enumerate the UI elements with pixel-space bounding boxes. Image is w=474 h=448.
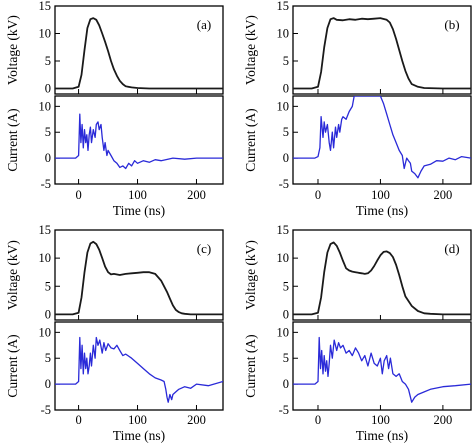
voltage-ytick-label: 5 — [45, 54, 51, 68]
voltage-axis-label: Voltage (kV) — [5, 15, 20, 85]
voltage-ytick-label: 15 — [39, 223, 52, 237]
x-axis-label: Time (ns) — [113, 203, 165, 218]
current-axis-label: Current (A) — [243, 334, 258, 397]
current-ytick-label: 5 — [283, 351, 289, 365]
voltage-subplot: 0 5 10 15 Voltage (kV) — [5, 0, 224, 96]
voltage-ytick-label: 10 — [277, 27, 290, 41]
current-series-line — [55, 113, 223, 170]
current-ytick-label: -5 — [41, 403, 51, 417]
x-axis-label: Time (ns) — [356, 428, 408, 443]
voltage-ytick-label: 5 — [283, 54, 289, 68]
current-axes-frame — [54, 321, 224, 411]
current-ytick-label: 5 — [283, 125, 289, 139]
xtick-label: 0 — [315, 413, 321, 427]
voltage-series-line — [293, 17, 471, 90]
xtick-label: 100 — [371, 413, 390, 427]
voltage-ytick-label: 10 — [39, 27, 52, 41]
panel-label: (d) — [444, 241, 459, 256]
current-axes-frame — [292, 95, 472, 185]
xtick-label: 100 — [128, 413, 147, 427]
voltage-axis-label: Voltage (kV) — [243, 240, 258, 310]
panel-label: (a) — [197, 17, 211, 32]
current-ytick-label: 10 — [39, 99, 52, 113]
xtick-label: 200 — [187, 188, 206, 202]
voltage-subplot: 0 5 10 15 Voltage (kV) — [5, 223, 224, 321]
panel-label: (c) — [197, 241, 211, 256]
voltage-ytick-label: 15 — [277, 0, 290, 13]
voltage-ytick-label: 5 — [283, 279, 289, 293]
voltage-series-line — [293, 241, 471, 316]
current-ytick-label: 0 — [283, 151, 289, 165]
current-ytick-label: 10 — [39, 325, 52, 339]
voltage-ytick-label: 0 — [45, 307, 51, 321]
voltage-ytick-label: 10 — [39, 251, 52, 265]
voltage-axes-frame — [54, 229, 224, 321]
voltage-ytick-label: 10 — [277, 251, 290, 265]
xtick-label: 100 — [371, 188, 390, 202]
voltage-ytick-label: 15 — [277, 223, 290, 237]
current-ytick-label: 5 — [45, 125, 51, 139]
xtick-label: 200 — [187, 413, 206, 427]
current-series-line — [293, 96, 471, 179]
current-axis-label: Current (A) — [243, 108, 258, 171]
voltage-axes-frame — [292, 229, 472, 321]
voltage-axis-label: Voltage (kV) — [5, 240, 20, 310]
x-axis-label: Time (ns) — [356, 203, 408, 218]
current-axes-frame — [54, 95, 224, 185]
current-ytick-label: 0 — [283, 377, 289, 391]
voltage-series-line — [55, 240, 223, 316]
current-axes-frame — [292, 321, 472, 411]
current-axis-label: Current (A) — [5, 334, 20, 397]
xtick-label: 100 — [128, 188, 147, 202]
voltage-ytick-label: 0 — [45, 82, 51, 96]
xtick-label: 200 — [434, 188, 453, 202]
panel-label: (b) — [444, 17, 459, 32]
voltage-ytick-label: 0 — [283, 307, 289, 321]
xtick-label: 0 — [75, 413, 81, 427]
voltage-series-line — [55, 17, 223, 90]
voltage-subplot: 0 5 10 15 Voltage (kV) — [243, 0, 472, 96]
voltage-ytick-label: 5 — [45, 279, 51, 293]
current-ytick-label: 0 — [45, 377, 51, 391]
current-ytick-label: -5 — [41, 177, 51, 191]
current-axis-label: Current (A) — [5, 108, 20, 171]
current-series-line — [55, 336, 223, 403]
current-ytick-label: 0 — [45, 151, 51, 165]
voltage-axes-frame — [292, 5, 472, 95]
x-axis-label: Time (ns) — [113, 428, 165, 443]
current-ytick-label: -5 — [279, 177, 289, 191]
voltage-axis-label: Voltage (kV) — [243, 15, 258, 85]
voltage-axes-frame — [54, 5, 224, 95]
current-ytick-label: 10 — [277, 99, 290, 113]
xtick-label: 200 — [434, 413, 453, 427]
current-series-line — [293, 336, 471, 403]
current-ytick-label: -5 — [279, 403, 289, 417]
xtick-label: 0 — [315, 188, 321, 202]
xtick-label: 0 — [75, 188, 81, 202]
voltage-subplot: 0 5 10 15 Voltage (kV) — [243, 223, 472, 321]
current-ytick-label: 5 — [45, 351, 51, 365]
current-ytick-label: 10 — [277, 325, 290, 339]
voltage-ytick-label: 15 — [39, 0, 52, 13]
voltage-ytick-label: 0 — [283, 82, 289, 96]
